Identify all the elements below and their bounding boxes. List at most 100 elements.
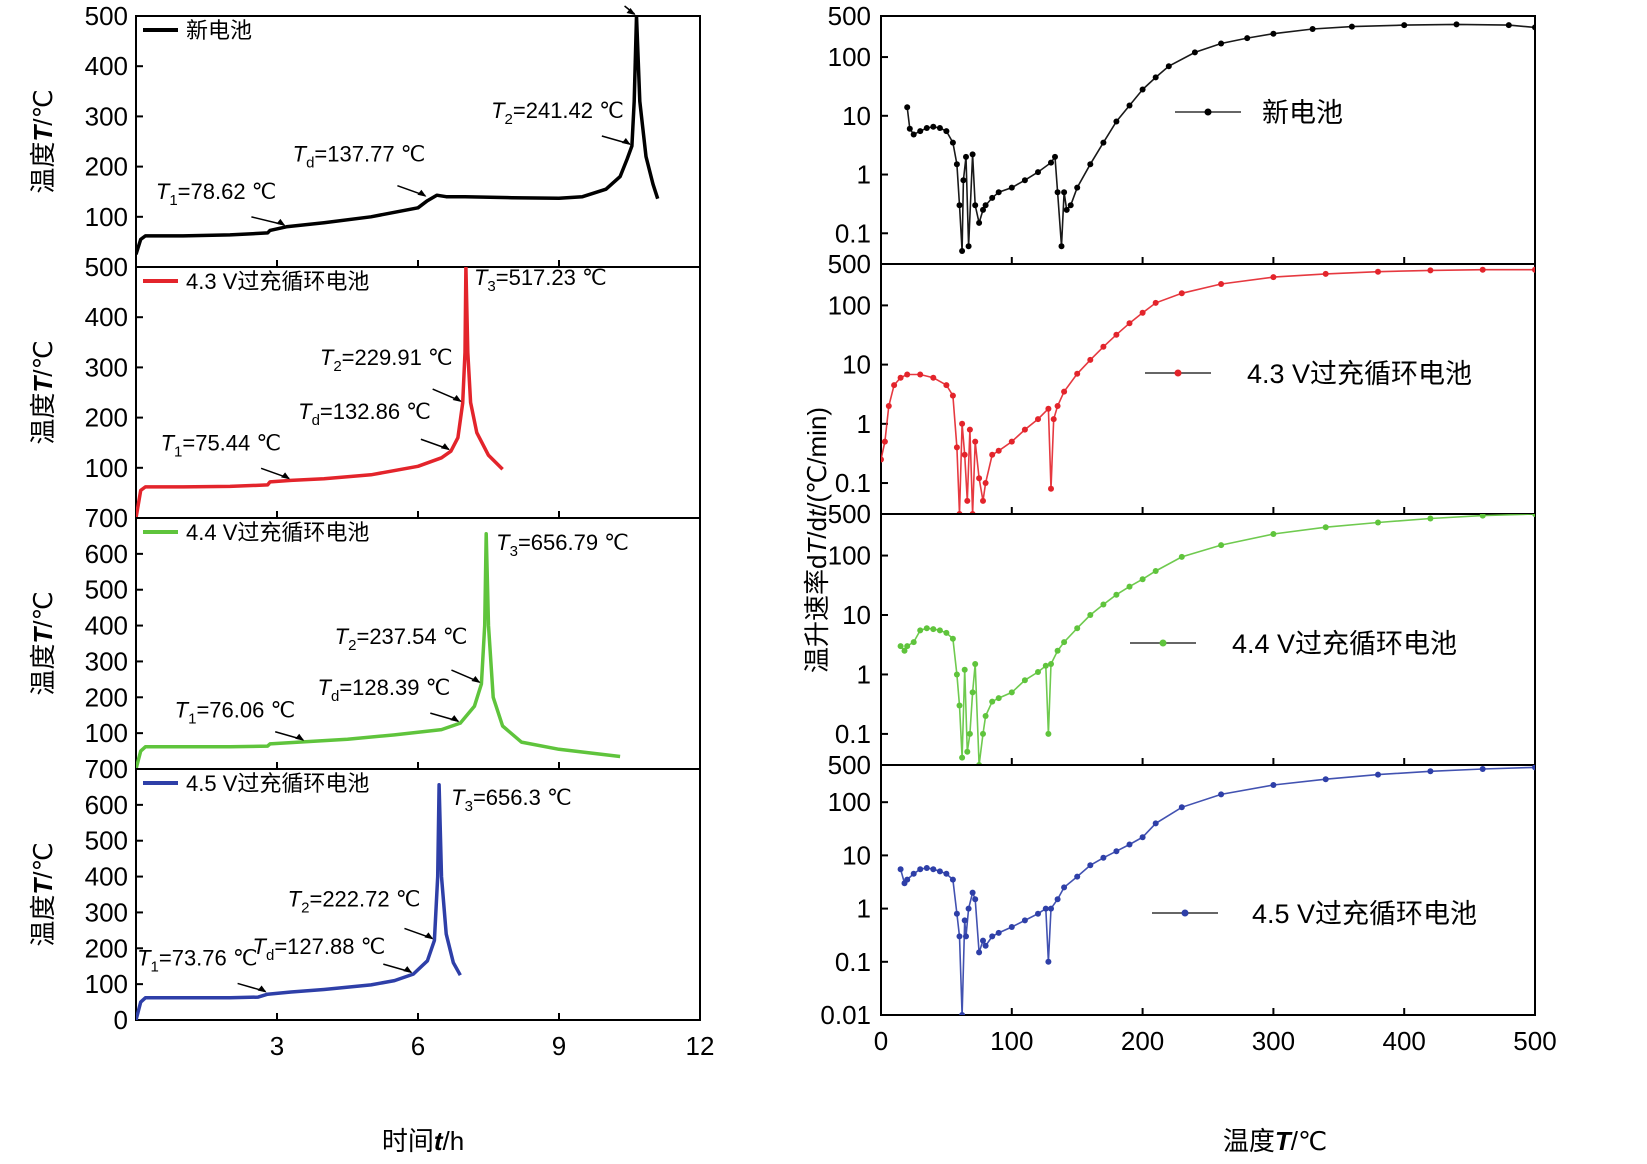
annotation-arrowhead [403,966,413,974]
data-point [1218,542,1225,549]
left-y-tick-label: 600 [85,790,128,820]
data-point [1244,35,1251,42]
data-point [989,698,996,705]
data-point [1113,118,1120,125]
left-y-tick-label: 300 [85,352,128,382]
data-point [917,128,924,135]
annotation-arrowhead [257,985,267,993]
data-point [891,382,898,389]
annotation-label: Td=127.88 ℃ [253,934,386,964]
left-y-tick-label: 600 [85,539,128,569]
data-point [953,671,960,678]
annotation-label: T1=78.62 ℃ [156,179,277,209]
data-point [897,374,904,381]
data-point [1270,30,1277,37]
right-y-tick-label: 0.1 [835,218,871,248]
left-y-tick-label: 100 [85,718,128,748]
right-subplot-3: 0.1 1 10 100 500 4.4 V过充循环电池 [828,499,1536,766]
data-point [1061,884,1068,891]
annotation-label: Td=132.86 ℃ [298,399,431,429]
data-point [1021,677,1028,684]
annotation-arrowhead [295,733,305,741]
data-point [963,153,969,160]
right-y-tick-label: 0.01 [820,1000,871,1030]
left-y-tick-label: 400 [85,51,128,81]
data-point [1532,514,1535,517]
data-point [1218,281,1225,287]
left-series-line [136,783,462,1020]
data-point [995,695,1002,702]
data-point [965,243,972,250]
data-point [1178,804,1185,811]
data-point [963,933,969,940]
annotation-arrowhead [626,8,636,15]
left-y-tick-label: 300 [85,101,128,131]
left-y-tick-label: 300 [85,646,128,676]
data-point [906,125,913,132]
data-point [910,131,917,138]
data-point [1270,531,1277,537]
data-point [961,917,968,924]
data-point [1427,267,1434,274]
annotation-label: T3=656.3 ℃ [451,785,572,815]
right-series-line [899,766,1535,1015]
annotation-label: T2=237.54 ℃ [335,624,468,654]
left-x-tick-label: 12 [686,1031,715,1061]
data-point [1126,102,1133,109]
data-point [1074,370,1081,377]
data-point [1152,820,1159,827]
data-point [1045,730,1052,737]
data-point [964,748,971,755]
data-point [982,942,989,949]
right-subplot-4: 0.01 0.1 1 10 100 500 4.5 V过充循环电池 [820,750,1536,1030]
data-point [943,629,950,636]
right-y-tick-label: 10 [842,350,871,380]
right-y-tick-label: 0.1 [835,947,871,977]
data-point [1074,873,1081,880]
data-point [910,639,917,646]
data-point [1152,299,1159,306]
data-point [1427,515,1434,522]
left-y-tick-label: 700 [85,754,128,784]
right-series [897,514,1535,765]
data-point [1021,917,1028,924]
right-series [881,266,1535,514]
data-point [1050,416,1057,423]
legend-label: 4.3 V过充循环电池 [186,269,369,294]
data-point [964,497,971,504]
data-point [949,139,956,146]
right-y-tick-label: 1 [857,659,871,689]
data-point [1165,63,1172,70]
data-point [1178,290,1185,297]
right-y-axis-title: 温升速率dT/dt/(℃/min) [802,407,832,673]
annotation-arrowhead [471,676,481,684]
data-point [1178,553,1185,560]
data-point [953,910,960,917]
data-point [953,444,960,451]
data-point [1021,426,1028,433]
left-y-tick-label: 200 [85,682,128,712]
legend-label: 4.3 V过充循环电池 [1247,359,1472,389]
data-point [1087,161,1094,168]
right-y-tick-label: 100 [828,787,871,817]
data-point [972,661,979,667]
data-point [1087,862,1094,869]
data-point [897,643,904,650]
data-point [1054,896,1061,903]
data-point [1045,405,1052,412]
right-y-tick-label: 100 [828,290,871,320]
legend-swatch-marker [1159,639,1167,647]
annotation-label: Td=137.77 ℃ [293,142,426,172]
annotation-arrowhead [417,189,427,197]
annotation-arrowhead [276,218,286,226]
left-series-line [136,16,660,255]
data-point [1532,266,1535,273]
left-y-axis-title: 温度T/℃ [28,591,58,695]
data-point [1270,274,1277,281]
data-point [969,151,976,158]
left-y-tick-label: 500 [85,826,128,856]
left-x-axis-title: 时间t/h [382,1126,464,1156]
right-y-tick-label: 0.1 [835,719,871,749]
right-y-tick-label: 1 [857,160,871,190]
right-x-tick-label: 500 [1513,1026,1556,1056]
